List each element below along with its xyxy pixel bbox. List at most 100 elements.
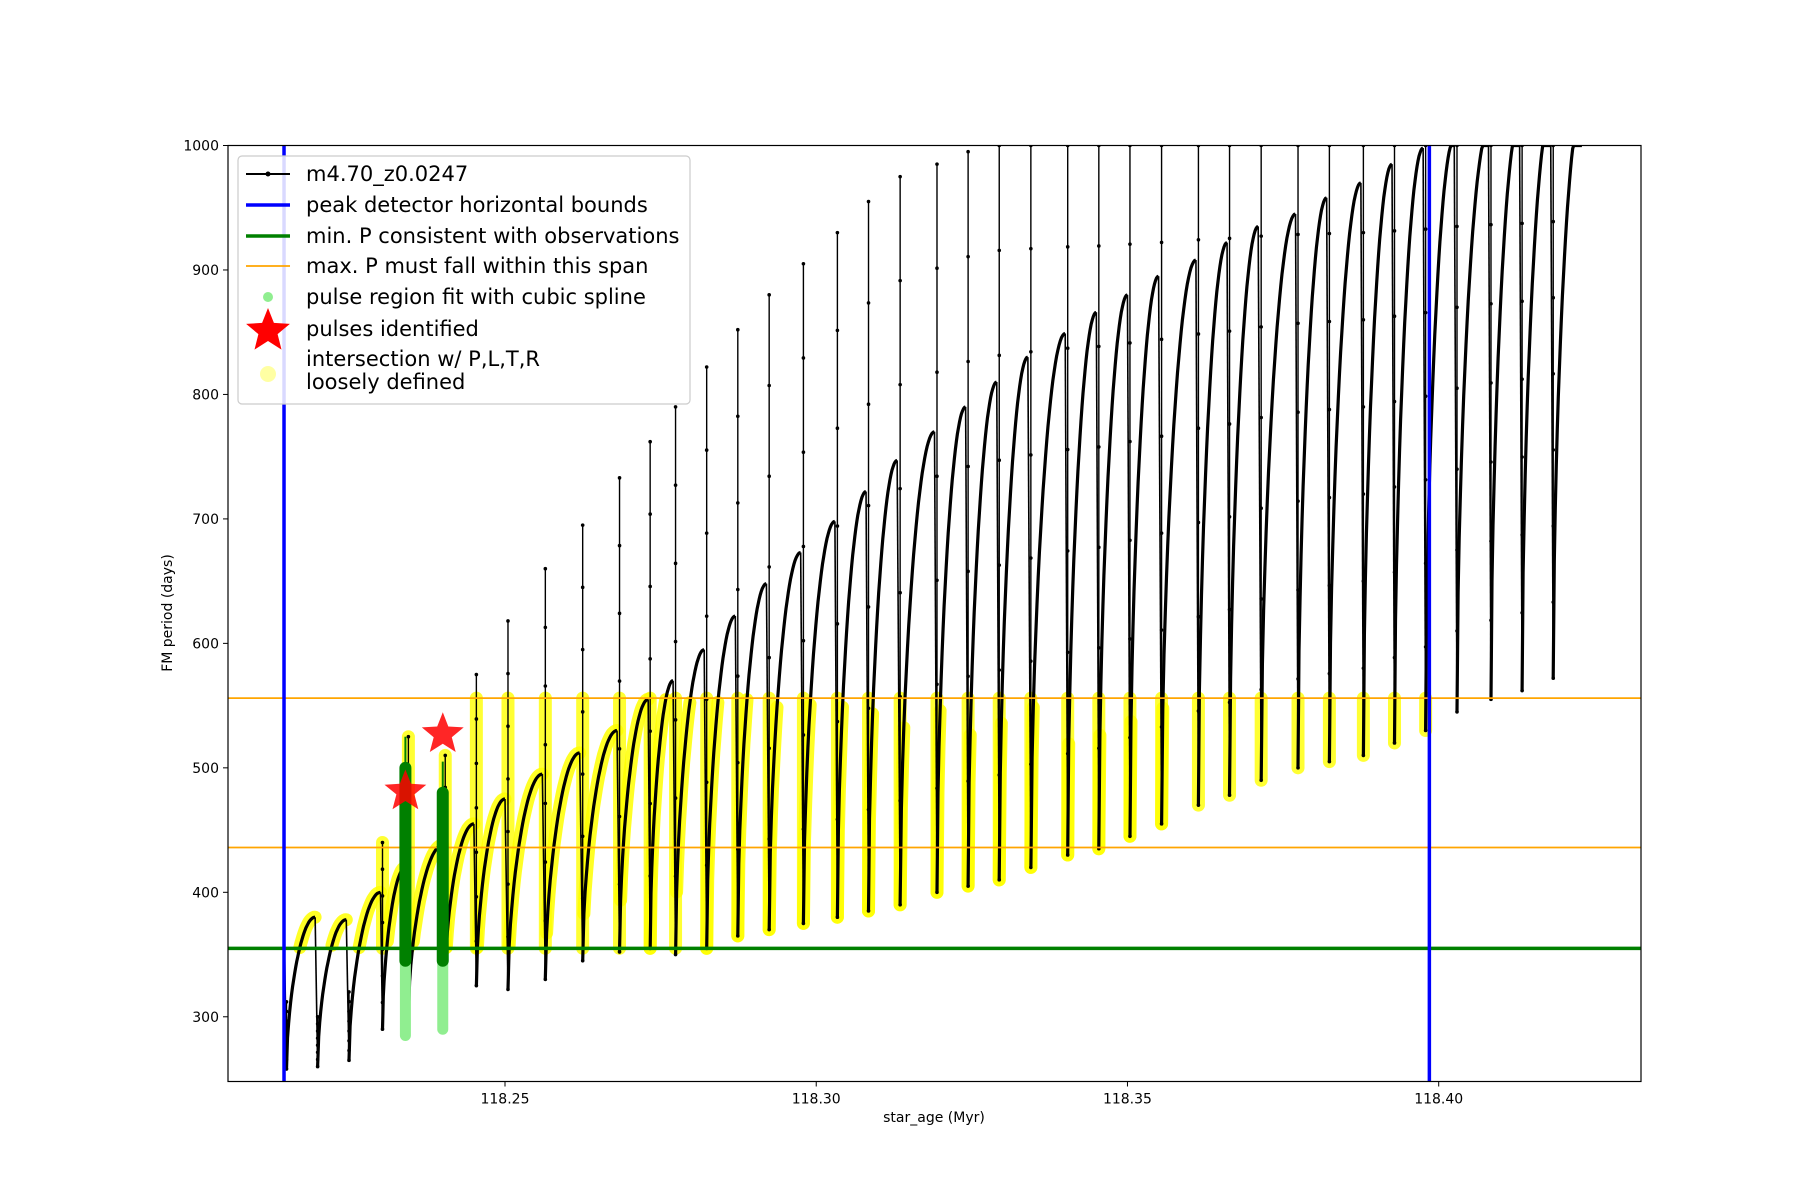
- track-marker: [1296, 499, 1300, 503]
- track-marker: [443, 753, 448, 758]
- track-marker: [543, 742, 548, 747]
- track-marker: [1455, 224, 1459, 229]
- track-marker: [1196, 520, 1201, 525]
- legend-entry-pulses: pulses identified: [246, 308, 479, 350]
- track-marker: [1097, 545, 1101, 550]
- track-marker: [866, 503, 871, 508]
- track-marker: [1423, 227, 1428, 231]
- track-marker: [673, 874, 678, 879]
- track-marker: [736, 587, 740, 592]
- track-marker: [380, 867, 385, 871]
- track-drop: [616, 730, 621, 953]
- track-marker: [1259, 506, 1263, 511]
- track-drop: [578, 752, 584, 961]
- track-marker: [315, 1057, 320, 1062]
- x-axis-label: star_age (Myr): [883, 1110, 985, 1126]
- track-drop: [672, 680, 677, 955]
- track-marker: [580, 585, 585, 590]
- x-tick-label: 118.25: [480, 1092, 529, 1108]
- track-drop: [1095, 312, 1100, 849]
- plot-area: [228, 145, 1641, 1082]
- track-marker: [1128, 242, 1132, 246]
- track-arc: [674, 648, 705, 955]
- track-drop: [933, 431, 938, 893]
- x-tick-label: 118.40: [1414, 1092, 1463, 1108]
- legend-star-icon: [246, 308, 290, 350]
- track-marker: [617, 679, 622, 683]
- x-tick-label: 118.35: [1103, 1092, 1152, 1108]
- track-marker: [1551, 219, 1556, 224]
- track-arc: [474, 797, 506, 986]
- track-marker: [1029, 865, 1033, 870]
- track-marker: [835, 426, 840, 431]
- plot-content: [228, 145, 1641, 1082]
- track-marker: [506, 724, 510, 729]
- track-arc: [705, 614, 736, 949]
- track-marker: [1065, 549, 1070, 553]
- track-marker: [380, 920, 385, 925]
- track-marker: [315, 1043, 320, 1048]
- track-marker: [1029, 246, 1033, 251]
- pulse-star: [421, 712, 464, 752]
- track-marker: [1392, 741, 1397, 745]
- track-marker: [1551, 676, 1556, 681]
- track-drop: [1157, 276, 1163, 824]
- track-marker: [1489, 460, 1493, 464]
- track-marker: [1392, 229, 1397, 233]
- track-marker: [1159, 337, 1164, 342]
- track-drop: [1195, 260, 1200, 806]
- x-tick-label: 118.30: [792, 1092, 841, 1108]
- track-marker: [1128, 834, 1132, 839]
- track-marker: [966, 674, 970, 679]
- track-marker: [767, 565, 771, 569]
- track-marker: [1259, 325, 1263, 329]
- track-marker: [866, 199, 871, 204]
- track-marker: [997, 458, 1002, 463]
- track-drop: [647, 699, 651, 949]
- track-marker: [648, 801, 652, 806]
- track-marker: [617, 950, 622, 954]
- track-marker: [474, 983, 479, 988]
- track-marker: [935, 370, 939, 375]
- track-drop: [1453, 145, 1458, 712]
- track-marker: [767, 474, 771, 479]
- track-marker: [673, 718, 678, 722]
- track-marker: [704, 614, 709, 618]
- track-marker: [617, 747, 622, 751]
- y-tick-label: 600: [192, 636, 219, 652]
- track-marker: [1128, 341, 1132, 345]
- legend-entry-min-period: min. P consistent with observations: [246, 224, 679, 248]
- track-marker: [1065, 751, 1070, 756]
- track-marker: [1227, 236, 1232, 241]
- track-arc: [997, 355, 1029, 880]
- track-marker: [801, 921, 806, 926]
- track-marker: [380, 974, 385, 978]
- track-marker: [801, 261, 806, 266]
- track-marker: [1327, 671, 1332, 676]
- track-marker: [1361, 753, 1366, 758]
- track-drop: [1360, 182, 1365, 756]
- track-arc: [1489, 145, 1520, 700]
- track-marker: [736, 327, 740, 332]
- track-marker: [1520, 533, 1524, 537]
- track-marker: [704, 863, 709, 868]
- track-marker: [966, 464, 970, 469]
- y-tick-label: 700: [192, 512, 219, 528]
- track-marker: [835, 328, 840, 333]
- track-marker: [1489, 222, 1493, 227]
- track-marker: [648, 657, 652, 661]
- track-arc: [1392, 146, 1424, 743]
- track-arc: [581, 728, 618, 961]
- track-marker: [506, 619, 510, 623]
- track-drop: [1325, 197, 1331, 762]
- track-marker: [1392, 570, 1397, 575]
- track-marker: [673, 561, 678, 566]
- legend-label-min-period: min. P consistent with observations: [306, 224, 679, 248]
- track-marker: [1489, 539, 1493, 543]
- track-marker: [1065, 346, 1070, 351]
- y-tick-label: 1000: [183, 139, 219, 155]
- track-arc: [1327, 181, 1362, 762]
- track-marker: [315, 1014, 320, 1019]
- track-marker: [866, 807, 871, 812]
